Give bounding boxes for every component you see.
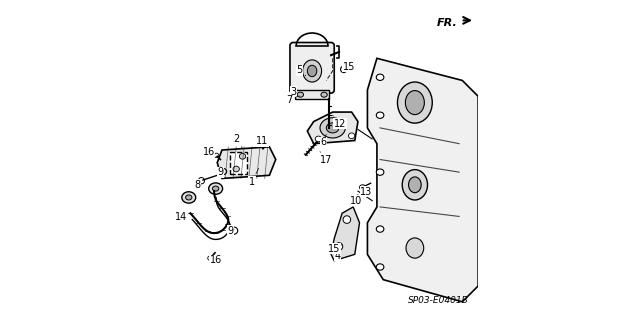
Ellipse shape — [307, 65, 317, 77]
Ellipse shape — [343, 216, 351, 223]
Text: 17: 17 — [319, 152, 332, 165]
Text: 14: 14 — [175, 212, 187, 222]
Text: 9: 9 — [218, 167, 223, 177]
Text: 8: 8 — [195, 180, 203, 190]
Polygon shape — [217, 147, 276, 178]
Ellipse shape — [182, 192, 196, 203]
Polygon shape — [367, 58, 478, 302]
Ellipse shape — [316, 136, 321, 142]
Ellipse shape — [212, 186, 219, 191]
Ellipse shape — [376, 74, 384, 80]
Text: 16: 16 — [209, 255, 222, 265]
Ellipse shape — [303, 60, 321, 82]
Text: 12: 12 — [333, 115, 346, 129]
Text: 2: 2 — [233, 134, 243, 148]
Polygon shape — [294, 90, 330, 100]
Ellipse shape — [376, 112, 384, 118]
Ellipse shape — [179, 216, 182, 219]
Text: 6: 6 — [320, 134, 326, 147]
Ellipse shape — [340, 66, 347, 72]
Text: FR.: FR. — [437, 18, 458, 27]
Polygon shape — [230, 152, 247, 174]
Ellipse shape — [351, 197, 357, 202]
Text: 13: 13 — [360, 187, 372, 197]
Ellipse shape — [402, 170, 428, 200]
Polygon shape — [307, 112, 358, 144]
Ellipse shape — [209, 183, 223, 194]
Ellipse shape — [348, 133, 355, 139]
Ellipse shape — [406, 238, 424, 258]
Text: SP03-E0401B: SP03-E0401B — [408, 296, 469, 305]
Ellipse shape — [233, 166, 239, 172]
Ellipse shape — [326, 123, 339, 133]
Ellipse shape — [186, 195, 192, 200]
Text: 5: 5 — [296, 65, 306, 76]
Ellipse shape — [376, 169, 384, 175]
Ellipse shape — [259, 139, 264, 144]
Text: 15: 15 — [328, 244, 340, 254]
Text: 15: 15 — [343, 62, 355, 72]
Text: 3: 3 — [290, 86, 300, 97]
Text: 11: 11 — [257, 136, 269, 146]
Ellipse shape — [408, 177, 421, 193]
Ellipse shape — [198, 178, 205, 184]
Ellipse shape — [177, 214, 185, 222]
Ellipse shape — [219, 168, 227, 175]
Text: 7: 7 — [286, 95, 298, 105]
Text: 16: 16 — [203, 147, 215, 157]
Text: 4: 4 — [334, 244, 341, 261]
Ellipse shape — [376, 226, 384, 232]
Ellipse shape — [335, 243, 343, 250]
FancyBboxPatch shape — [290, 42, 334, 93]
Ellipse shape — [239, 153, 246, 159]
Ellipse shape — [405, 91, 424, 115]
Ellipse shape — [297, 92, 303, 97]
Ellipse shape — [208, 256, 212, 260]
Ellipse shape — [397, 82, 432, 123]
Ellipse shape — [376, 264, 384, 270]
Text: 1: 1 — [249, 168, 259, 187]
Ellipse shape — [320, 118, 346, 138]
Ellipse shape — [214, 153, 219, 158]
Ellipse shape — [333, 246, 339, 250]
Ellipse shape — [228, 227, 238, 234]
Polygon shape — [331, 207, 360, 261]
Ellipse shape — [360, 185, 366, 190]
Text: 9: 9 — [228, 226, 234, 236]
Text: 10: 10 — [350, 194, 362, 206]
Ellipse shape — [321, 92, 327, 97]
